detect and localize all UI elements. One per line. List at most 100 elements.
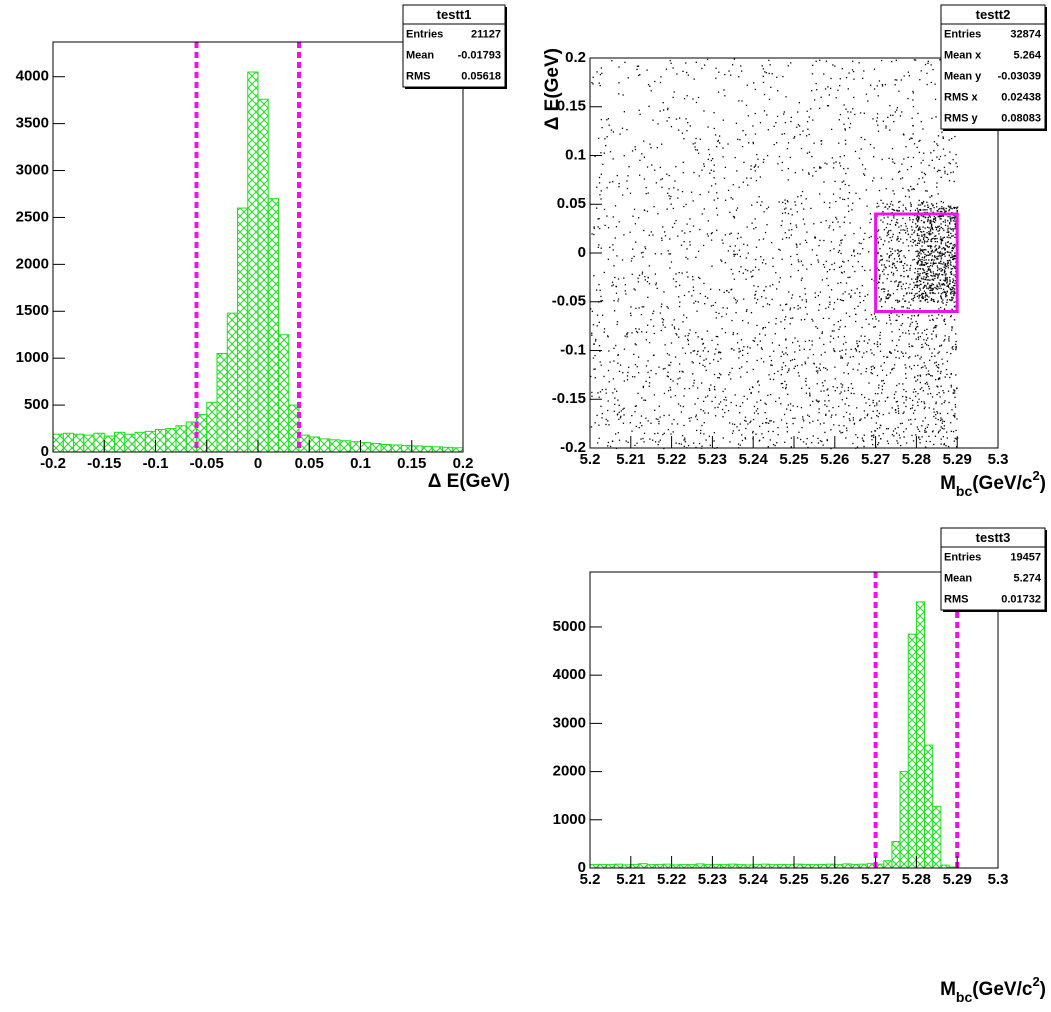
- hist-bar: [809, 864, 819, 869]
- hist-bar: [842, 863, 852, 869]
- scatter-cell: [712, 351, 754, 401]
- x-tick-label: 5.28: [902, 451, 931, 468]
- scatter-cell: [713, 399, 755, 449]
- y-tick-label: -0.15: [552, 390, 586, 407]
- scatter-cell: [753, 255, 794, 301]
- stats-label: Entries: [944, 551, 981, 563]
- hist-bar: [411, 445, 423, 453]
- hist-bar: [679, 863, 689, 869]
- hist-bar: [703, 864, 713, 869]
- hist-bar: [339, 440, 351, 453]
- scatter-cell: [876, 350, 917, 399]
- hist-bar: [883, 860, 893, 869]
- x-tick-label: 5.23: [698, 451, 727, 468]
- scatter-cell: [638, 156, 672, 205]
- hist-bar: [93, 432, 105, 453]
- x-tick-label: 5.26: [820, 451, 849, 468]
- x-axis-title-part: 2: [1032, 974, 1039, 989]
- hist-bar: [165, 428, 177, 453]
- scatter-cell: [794, 155, 836, 205]
- x-tick-label: 5.22: [657, 451, 686, 468]
- stats-box: testt1 Entries 21127 Mean -0.01793 RMS 0.05618: [402, 4, 507, 89]
- x-tick-label: 5.3: [988, 871, 1009, 888]
- hist-bar: [319, 438, 331, 453]
- scatter-cell: [794, 350, 836, 397]
- hist-bar: [793, 863, 803, 869]
- hist-bar: [452, 447, 464, 453]
- y-tick-label: -0.2: [560, 439, 586, 456]
- hist-bar: [605, 864, 615, 869]
- hist-bar: [134, 431, 146, 453]
- stats-title: testt2: [976, 7, 1011, 22]
- hist-bar: [370, 443, 382, 453]
- x-tick-label: 5.21: [616, 451, 645, 468]
- scatter-cell: [753, 155, 791, 205]
- scatter-cell: [672, 58, 709, 104]
- scatter-cell: [875, 253, 918, 303]
- x-axis-title-part: M: [940, 473, 956, 494]
- stats-label: Entries: [944, 28, 981, 40]
- y-tick-label: 1000: [553, 811, 586, 828]
- hist-bar: [278, 334, 290, 453]
- scatter-cell: [754, 110, 795, 157]
- scatter-cell: [594, 155, 632, 200]
- scatter-cell: [672, 350, 712, 400]
- scatter-cell: [672, 205, 713, 252]
- stats-box: testt3 Entries 19457 Mean 5.274 RMS 0.01732: [940, 527, 1047, 612]
- scatter-cell: [794, 301, 836, 352]
- y-tick-label: 1500: [16, 302, 49, 319]
- y-tick-label: 3500: [16, 115, 49, 132]
- hist-bar: [226, 312, 238, 453]
- x-axis-title-part: bc: [956, 989, 973, 1005]
- hist-bar: [237, 207, 249, 453]
- hist-bar: [442, 446, 454, 453]
- hist-bar: [144, 430, 156, 453]
- x-tick-label: 0.15: [397, 455, 426, 472]
- stats-value: 0.01732: [1001, 593, 1041, 605]
- x-tick-label: -0.15: [87, 455, 121, 472]
- scatter-cell: [794, 107, 833, 154]
- stats-label: Mean: [944, 572, 972, 584]
- x-tick-label: -0.1: [143, 455, 169, 472]
- scatter-cell: [590, 306, 632, 352]
- stats-value: 0.05618: [461, 70, 501, 82]
- x-axis-title-part: 2: [1032, 468, 1039, 483]
- scatter-cell: [753, 399, 794, 448]
- hist-bar: [589, 864, 599, 869]
- stats-frame: [402, 4, 506, 88]
- x-tick-label: 5.3: [988, 451, 1009, 468]
- x-axis-title: Mbc(GeV/c2): [940, 974, 1046, 1005]
- hist-bar: [155, 428, 167, 453]
- stats-value: -0.03039: [998, 70, 1041, 82]
- hist-bar: [646, 864, 656, 869]
- scatter-cell: [836, 253, 875, 302]
- hist-bar: [728, 863, 738, 869]
- x-tick-label: 5.2: [580, 451, 601, 468]
- hist-bar: [687, 864, 697, 869]
- x-tick-label: -0.05: [190, 455, 224, 472]
- hist-bar: [597, 863, 607, 869]
- scatter-cell: [917, 155, 958, 205]
- scatter-cell: [916, 400, 959, 448]
- hist-bar: [891, 840, 901, 869]
- hist-bar: [329, 439, 341, 453]
- scatter-cell: [631, 253, 673, 299]
- y-tick-label: 3000: [16, 162, 49, 179]
- x-tick-label: -0.2: [40, 455, 66, 472]
- panel: 5.2 5.21 5.22 5.23 5.24 5.25 5.26 5.27 5.28 5.29 5…: [553, 527, 1047, 1005]
- hist-bar: [785, 864, 795, 869]
- x-tick-label: 0.2: [453, 455, 474, 472]
- scatter-cell: [835, 205, 877, 255]
- scatter-cell: [838, 108, 875, 157]
- hist-bar: [114, 431, 126, 453]
- scatter-cell: [835, 399, 877, 449]
- hist-bar: [777, 863, 787, 869]
- scatter-cell: [756, 350, 796, 399]
- hist-bar: [401, 444, 413, 453]
- hist-bar: [247, 71, 259, 453]
- y-tick-label: 4000: [16, 68, 49, 85]
- hist-bar: [216, 352, 228, 453]
- x-tick-label: 5.29: [943, 451, 972, 468]
- scatter-cell: [631, 303, 673, 346]
- hist-bar: [834, 864, 844, 869]
